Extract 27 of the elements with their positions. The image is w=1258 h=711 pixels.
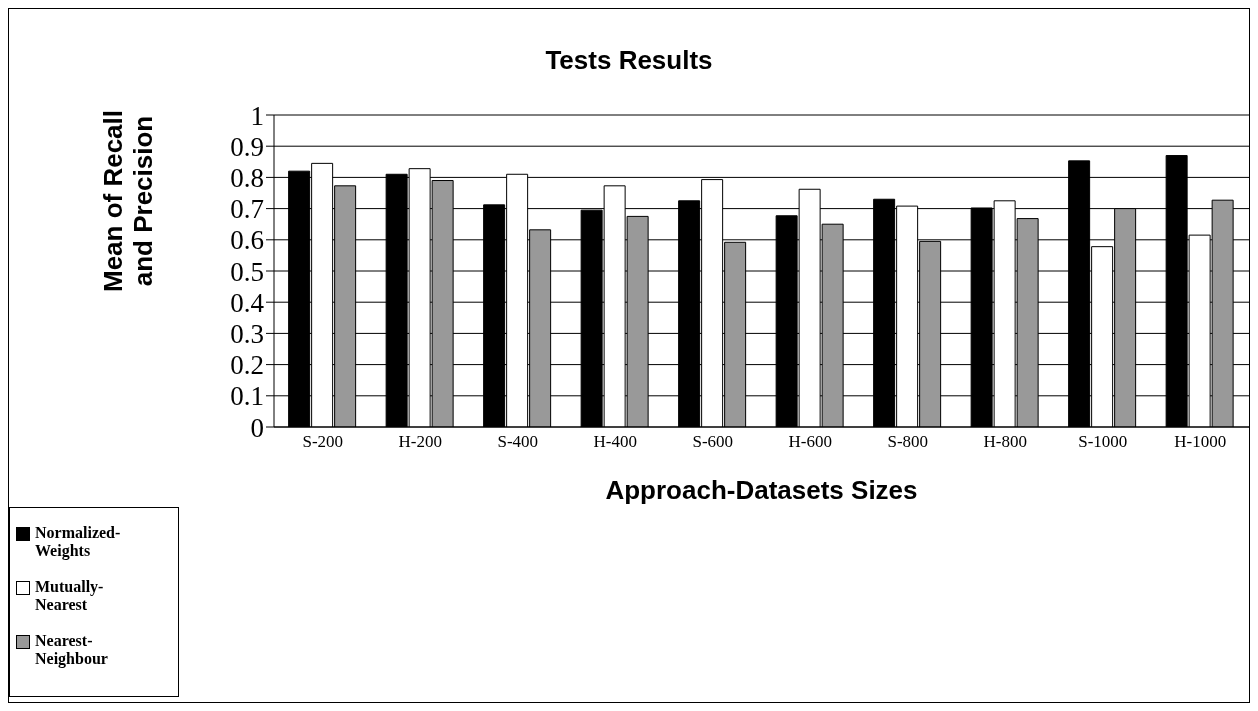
y-tick-label: 0.6	[230, 225, 264, 256]
y-tick-label: 0.4	[230, 287, 265, 318]
x-axis-title: Approach-Datasets Sizes	[605, 475, 918, 505]
legend-label: Mutually-Nearest	[35, 578, 105, 614]
y-tick-label: 0.9	[230, 131, 264, 162]
y-tick-label: 0.5	[230, 256, 264, 287]
y-tick-label: 1	[250, 100, 264, 131]
x-tick-label: S-400	[497, 432, 539, 452]
y-axis-title: Mean of Recall and Precision	[98, 109, 158, 293]
y-tick-label: 0.3	[230, 318, 264, 349]
x-tick-label: H-1000	[1174, 432, 1227, 452]
y-tick-label: 0.8	[230, 162, 264, 193]
chart-title: Tests Results	[545, 45, 713, 75]
x-tick-label: H-600	[788, 432, 832, 452]
legend-label: Normalized-Weights	[35, 524, 122, 560]
x-tick-label: S-1000	[1078, 432, 1128, 452]
y-tick-label: 0.7	[230, 194, 264, 225]
y-tick-label: 0.2	[230, 350, 264, 381]
x-tick-label: S-200	[302, 432, 344, 452]
x-tick-label: H-200	[398, 432, 442, 452]
x-tick-label: H-400	[593, 432, 637, 452]
x-tick-label: H-800	[983, 432, 1027, 452]
x-tick-label: S-800	[887, 432, 929, 452]
y-tick-label: 0	[250, 412, 264, 443]
y-tick-label: 0.1	[230, 381, 264, 412]
legend-label: Nearest-Neighbour	[35, 632, 109, 668]
x-tick-label: S-600	[692, 432, 734, 452]
